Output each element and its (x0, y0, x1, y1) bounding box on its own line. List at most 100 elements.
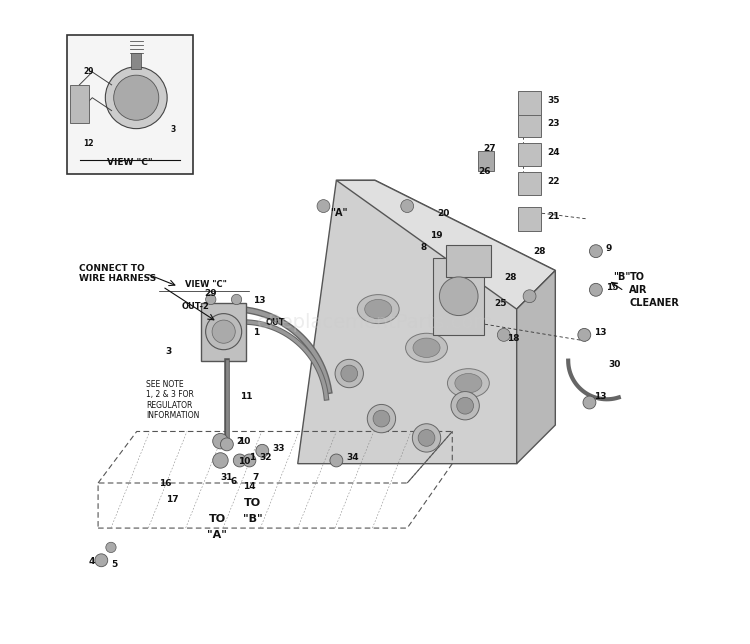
Circle shape (213, 433, 228, 449)
Polygon shape (517, 270, 555, 464)
Text: 15: 15 (605, 283, 618, 292)
Bar (518, 114, 542, 137)
Text: 5: 5 (111, 560, 117, 569)
Text: 32: 32 (259, 453, 272, 462)
Text: CONNECT TO
WIRE HARNESS: CONNECT TO WIRE HARNESS (79, 264, 156, 283)
Text: AIR: AIR (629, 285, 648, 295)
Circle shape (523, 290, 536, 303)
Text: 16: 16 (159, 479, 172, 488)
Text: 1: 1 (250, 453, 256, 462)
Text: SEE NOTE
1, 2 & 3 FOR
REGULATOR
INFORMATION: SEE NOTE 1, 2 & 3 FOR REGULATOR INFORMAT… (146, 380, 200, 420)
Circle shape (106, 542, 116, 553)
Text: 13: 13 (594, 392, 607, 401)
Circle shape (440, 277, 478, 316)
Text: 14: 14 (243, 482, 256, 491)
Text: 27: 27 (483, 144, 496, 153)
Ellipse shape (448, 368, 489, 398)
Circle shape (419, 430, 435, 446)
Bar (70, 85, 89, 124)
Circle shape (590, 245, 602, 258)
Text: 28: 28 (504, 273, 516, 282)
Circle shape (213, 453, 228, 468)
Text: 25: 25 (494, 299, 507, 308)
Bar (518, 143, 542, 166)
Circle shape (400, 200, 414, 213)
Circle shape (94, 554, 108, 567)
Circle shape (583, 396, 596, 409)
Circle shape (105, 67, 167, 129)
Text: 18: 18 (507, 334, 520, 343)
Text: 31: 31 (220, 473, 233, 482)
Text: 2: 2 (236, 437, 243, 446)
Text: TO: TO (209, 514, 226, 524)
Circle shape (212, 320, 236, 343)
Text: 29: 29 (83, 67, 94, 76)
Text: 28: 28 (532, 247, 545, 256)
Text: TO: TO (244, 498, 261, 507)
Text: 20: 20 (436, 209, 449, 218)
Circle shape (457, 397, 473, 414)
Text: 9: 9 (605, 244, 612, 253)
Bar (478, 151, 494, 171)
Circle shape (233, 454, 246, 467)
Circle shape (335, 359, 364, 388)
Text: 6: 6 (230, 477, 236, 486)
Bar (201, 303, 246, 361)
Text: 24: 24 (548, 147, 560, 156)
Circle shape (114, 75, 159, 120)
Text: OUT-2: OUT-2 (182, 302, 210, 311)
Circle shape (317, 200, 330, 213)
Text: 7: 7 (253, 473, 259, 482)
Circle shape (256, 444, 268, 457)
Text: 4: 4 (88, 556, 94, 565)
Bar (518, 207, 542, 231)
Text: 17: 17 (166, 495, 178, 504)
Circle shape (340, 365, 358, 382)
Ellipse shape (357, 295, 399, 324)
Text: 26: 26 (478, 167, 490, 176)
Circle shape (220, 438, 233, 451)
Text: 10: 10 (238, 457, 250, 466)
Bar (518, 172, 542, 195)
Polygon shape (336, 180, 555, 309)
Bar (446, 245, 491, 277)
Text: 33: 33 (272, 444, 284, 453)
Circle shape (578, 328, 591, 341)
Text: 8: 8 (420, 243, 426, 252)
Circle shape (330, 454, 343, 467)
Bar (131, 53, 142, 69)
Circle shape (451, 392, 479, 420)
Text: 23: 23 (548, 118, 560, 128)
Circle shape (373, 410, 390, 427)
Text: 3: 3 (170, 126, 176, 135)
Bar (433, 258, 484, 335)
Ellipse shape (454, 374, 482, 393)
Text: 3: 3 (166, 347, 172, 356)
Text: 29: 29 (204, 289, 217, 298)
Ellipse shape (406, 334, 448, 362)
Text: 21: 21 (548, 212, 560, 221)
Circle shape (206, 314, 242, 350)
Text: 12: 12 (83, 139, 94, 148)
Circle shape (413, 424, 441, 452)
Text: 22: 22 (548, 176, 560, 185)
Text: CLEANER: CLEANER (629, 298, 680, 308)
Text: 30: 30 (608, 360, 620, 369)
Polygon shape (298, 180, 555, 464)
Circle shape (206, 294, 216, 305)
Circle shape (232, 294, 242, 305)
Text: 10: 10 (238, 437, 250, 446)
Text: "B": "B" (614, 272, 631, 282)
Text: 19: 19 (430, 231, 442, 240)
Circle shape (243, 454, 256, 467)
Bar (518, 91, 542, 115)
Ellipse shape (364, 299, 392, 319)
Text: "A": "A" (330, 208, 347, 218)
Text: TO: TO (629, 272, 644, 282)
Text: 34: 34 (346, 453, 358, 462)
Text: 11: 11 (240, 392, 252, 401)
Text: 35: 35 (548, 96, 560, 105)
Text: 13: 13 (253, 296, 266, 305)
Circle shape (368, 404, 395, 433)
Bar (68, 35, 193, 174)
